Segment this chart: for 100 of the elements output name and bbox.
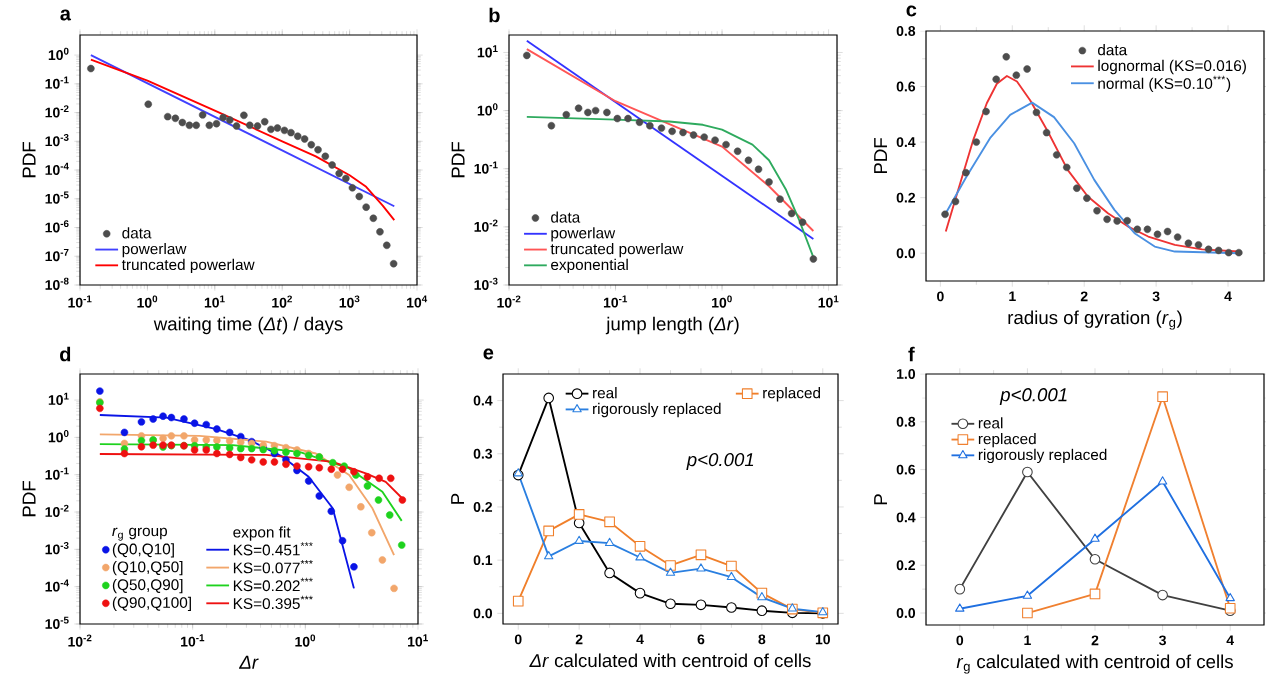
x-tick-label: 10$^{0}$ [295,634,316,647]
y-tick-label: 10$^{1}$ [48,392,69,406]
y-axis-title: PDF [451,142,465,178]
legend-label: KS=0.451$^{***}$ [233,542,313,556]
y-tick-label: 0.0 [896,608,916,618]
y-tick-label: 10$^{-5}$ [45,616,69,629]
y-tick-label: 0.6 [896,81,916,92]
legend-label: replaced [978,433,1036,448]
y-tick-label: 1.0 [897,369,916,379]
x-tick-label: 10$^{1}$ [818,295,839,308]
y-tick-label: 10$^{-6}$ [45,220,69,233]
x-tick-label: 6 [697,634,705,645]
y-tick-label: 0.2 [473,502,493,512]
legend-label: normal (KS=0.10$^{***}$) [1098,75,1231,93]
y-tick-label: 10$^{-3}$ [474,277,498,290]
legend-label: KS=0.077$^{***}$ [233,559,313,574]
legend-label: truncated powerlaw [550,243,684,258]
x-tick-label: 0 [514,634,522,645]
y-tick-label: 0.8 [896,416,916,427]
legend-label: real [593,387,617,399]
y-tick-label: 0.4 [473,395,493,406]
x-axis-title: Δr calculated with centroid of cells [529,653,811,668]
y-tick-label: 10$^{-1}$ [45,76,69,89]
x-tick-label: 10$^{-1}$ [68,295,92,308]
x-tick-label: 10$^{1}$ [408,634,428,647]
x-tick-label: 10$^{0}$ [712,295,732,308]
x-tick-label: 10 [815,634,830,645]
x-tick-label: 2 [575,634,583,645]
x-tick-label: 10$^{4}$ [407,295,428,308]
x-tick-label: 4 [636,634,644,645]
y-tick-label: 10$^{0}$ [477,103,498,116]
y-tick-label: 10$^{-2}$ [45,105,69,118]
x-tick-label: 0 [937,291,944,302]
legend-label: replaced [763,387,821,402]
legend-label: data [122,227,152,239]
x-tick-label: 10$^{-2}$ [497,295,521,308]
y-tick-label: 10$^{-4}$ [45,579,69,592]
chart-title: b [489,7,500,23]
x-tick-label: 0 [956,635,964,646]
x-tick-label: 2 [1080,291,1088,302]
legend-label: rigorously replaced [978,448,1107,464]
chart-title: a [60,9,72,21]
y-tick-label: 0.1 [473,555,493,566]
x-tick-label: 1 [1024,635,1031,646]
x-axis-title: Δr [238,655,259,669]
x-tick-label: 3 [1152,291,1160,302]
x-tick-label: 10$^{-2}$ [68,634,92,647]
x-axis-title: radius of gyration (r$_{g}$) [1008,310,1182,330]
legend-label: (Q90,Q100] [112,596,191,612]
y-tick-label: 10$^{-3}$ [45,542,69,555]
annotation: p<0.001 [686,453,754,470]
y-tick-label: 10$^{-2}$ [45,504,69,517]
y-tick-label: 10$^{-1}$ [45,467,69,480]
y-tick-label: 10$^{-2}$ [474,219,498,232]
y-tick-label: 10$^{-5}$ [45,191,69,204]
legend-label: real [978,417,1003,429]
legend-label: (Q10,Q50] [112,561,183,576]
x-axis-title: r$_{g}$ calculated with centroid of cells [956,654,1233,674]
y-axis-title: PDF [874,138,887,174]
y-tick-label: 10$^{1}$ [477,45,498,58]
legend-label: lognormal (KS=0.016) [1098,59,1246,75]
x-tick-label: 1 [1009,291,1016,302]
y-tick-label: 10$^{-4}$ [45,162,69,175]
y-tick-label: 0.4 [896,512,916,523]
x-tick-label: 2 [1091,635,1099,646]
legend-label: KS=0.395$^{***}$ [233,595,313,610]
legend-title: r$_{g}$ group [112,527,168,541]
annotation: expon fit [233,526,291,541]
annotation: p<0.001 [999,388,1067,406]
y-tick-label: 0.3 [473,448,493,459]
x-tick-label: 10$^{1}$ [204,295,225,308]
y-axis-title: PDF [22,142,36,178]
y-tick-label: 10$^{-8}$ [45,277,69,290]
y-tick-label: 10$^{0}$ [48,47,69,61]
y-tick-label: 0.8 [896,26,916,36]
y-tick-label: 0.0 [473,608,493,619]
chart-title: f [908,346,915,362]
y-tick-label: 10$^{0}$ [48,430,69,443]
x-tick-label: 10$^{-1}$ [603,295,628,308]
y-axis-title: PDF [22,481,36,517]
x-tick-label: 10$^{3}$ [339,295,360,308]
y-tick-label: 10$^{-3}$ [45,133,69,147]
y-tick-label: 10$^{-1}$ [474,161,498,174]
chart-title: e [483,348,494,360]
y-tick-label: 0.2 [896,560,916,571]
y-axis-title: P [874,494,887,505]
legend-label: rigorously replaced [593,402,721,418]
x-axis-title: waiting time (Δt) / days [153,316,343,335]
y-axis-title: P [451,493,464,504]
chart-title: d [60,346,71,362]
x-tick-label: 10$^{0}$ [137,295,158,308]
legend-label: data [1098,44,1128,56]
y-tick-label: 0.2 [896,192,916,203]
y-tick-label: 0.0 [896,248,916,259]
x-axis-title: jump length (Δr) [605,316,739,335]
legend-label: (Q50,Q90] [112,578,183,594]
legend-label: exponential [551,258,628,274]
x-tick-label: 8 [758,634,766,645]
legend-label: KS=0.202$^{***}$ [233,577,313,592]
y-tick-label: 0.6 [896,464,916,475]
